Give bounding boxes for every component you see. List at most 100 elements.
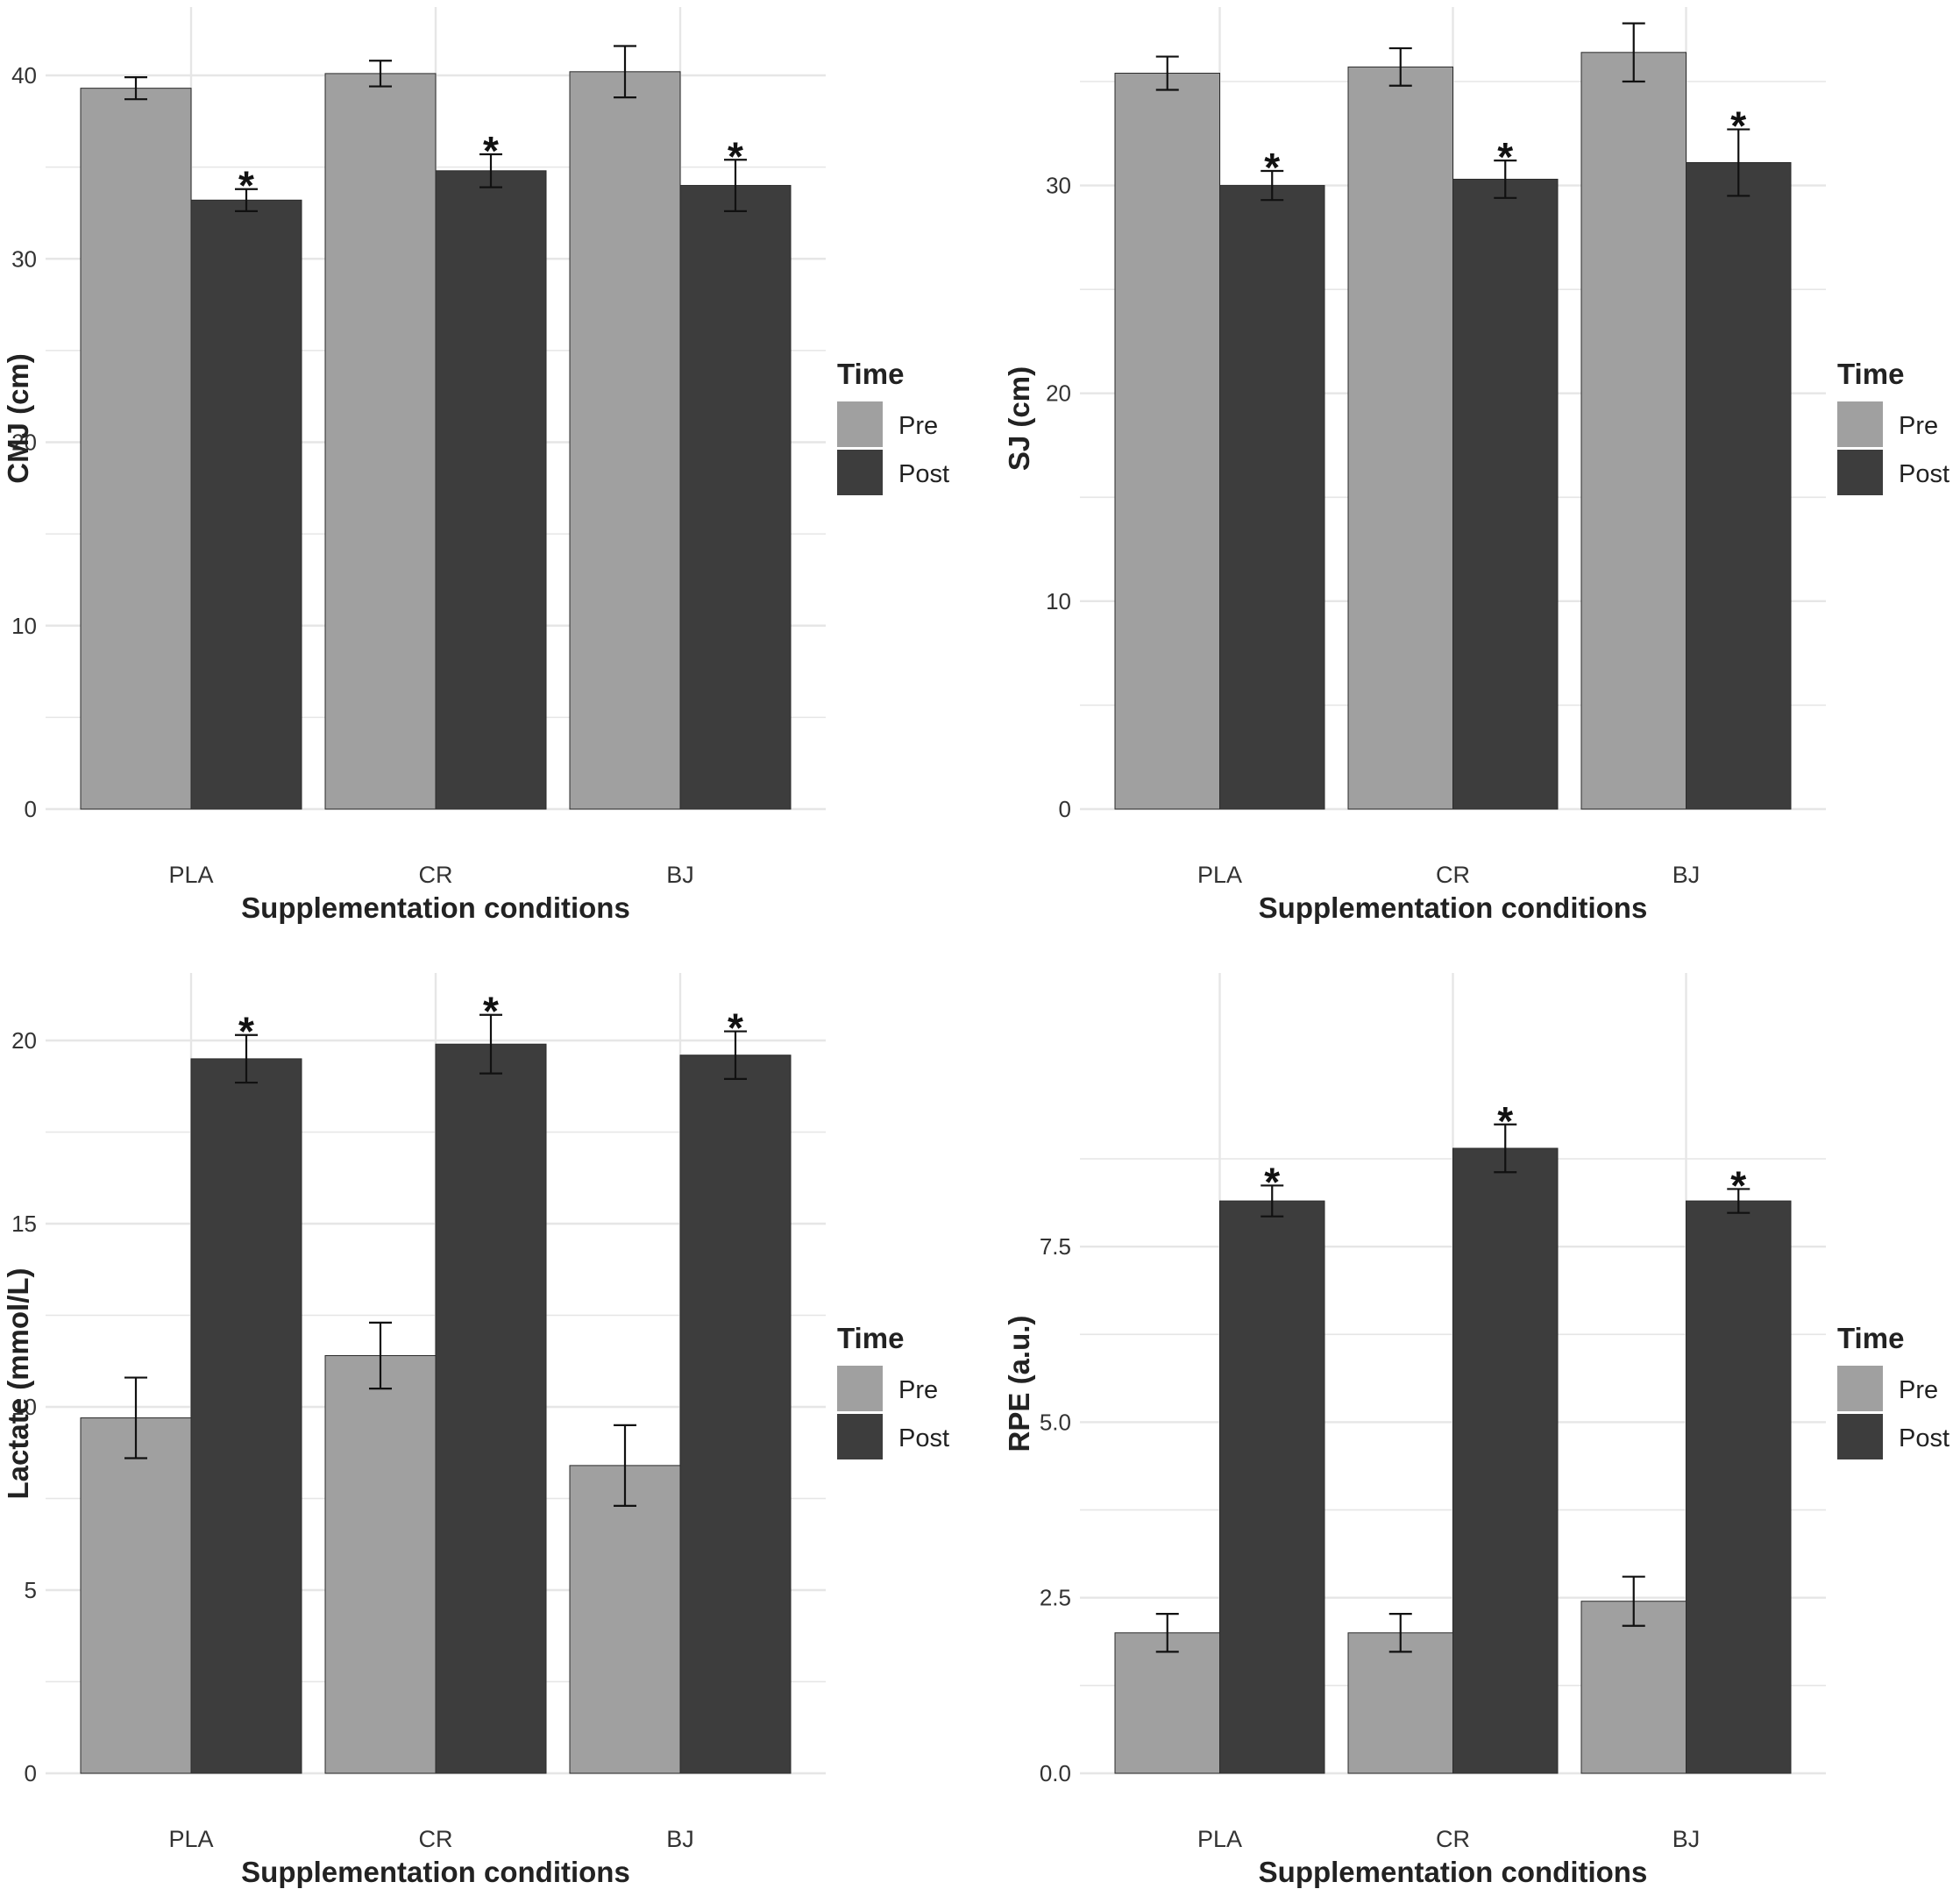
error-bar-post-pla	[1261, 169, 1284, 202]
x-axis-title: Supplementation conditions	[241, 891, 630, 924]
y-tick-label: 20	[11, 1027, 37, 1054]
y-tick-label: 20	[11, 430, 37, 456]
legend-swatch-post	[837, 450, 883, 495]
x-tick-label-cr: CR	[1436, 1826, 1470, 1852]
error-bar-pre-cr	[1388, 1613, 1412, 1653]
y-tick-labels: 0 10 20 30	[1046, 173, 1071, 822]
legend-label-pre: Pre	[898, 412, 938, 440]
y-tick-label: 0	[25, 796, 37, 822]
bars	[80, 71, 792, 810]
error-bar-pre-cr	[1388, 46, 1412, 87]
y-tick-label: 20	[1046, 380, 1071, 407]
bar-post-cr	[1452, 178, 1559, 810]
x-tick-label-bj: BJ	[1672, 1826, 1701, 1852]
y-axis-title: CMJ (cm)	[2, 353, 34, 484]
significance-marker-pla: *	[238, 1009, 254, 1055]
bars	[80, 1043, 792, 1774]
bar-post-bj	[679, 185, 792, 810]
chart-panel-lactate: * * * 0 5 10 15 20 PLA CR BJ Supplementation condit…	[2, 973, 949, 1888]
error-bar-pre-pla	[124, 1376, 147, 1459]
significance-marker-pla: *	[1264, 145, 1280, 190]
error-bar-post-cr	[1494, 160, 1517, 199]
x-tick-label-bj: BJ	[1672, 862, 1701, 888]
x-axis-title: Supplementation conditions	[1259, 891, 1648, 924]
legend-label-post: Post	[898, 460, 949, 488]
chart-panel-sj: * * * 0 10 20 30 PLA CR BJ Supplementation conditi…	[1003, 7, 1949, 924]
legend-label-pre: Pre	[898, 1376, 938, 1404]
x-tick-label-bj: BJ	[666, 1826, 694, 1852]
y-tick-label: 7.5	[1040, 1233, 1071, 1260]
bar-post-cr	[435, 1043, 547, 1774]
y-tick-label: 0	[1059, 796, 1071, 822]
bar-pre-cr	[1347, 1632, 1453, 1774]
legend-swatch-post	[1837, 1414, 1883, 1459]
legend-swatch-pre	[837, 401, 883, 447]
bar-post-bj	[1686, 1200, 1792, 1774]
significance-marker-cr: *	[483, 989, 499, 1034]
error-bar-pre-bj	[614, 45, 636, 99]
error-bar-post-pla	[1261, 1184, 1284, 1218]
error-bar-post-pla	[235, 1033, 258, 1084]
legend-title: Time	[837, 1322, 904, 1354]
bar-pre-pla	[80, 1417, 192, 1774]
legend-title: Time	[837, 358, 904, 390]
y-tick-label: 2.5	[1040, 1585, 1071, 1611]
error-bar-pre-cr	[369, 1321, 392, 1390]
legend-label-post: Post	[1899, 1424, 1949, 1452]
significance-marker-bj: *	[1730, 1162, 1746, 1208]
chart-panel-cmj: * * * 0 10 20 30 40 PLA CR BJ Supplementation condi…	[2, 7, 949, 924]
bar-pre-cr	[324, 1354, 437, 1774]
bars	[1114, 1147, 1792, 1774]
legend: Time Pre Post	[837, 1322, 949, 1459]
y-tick-label: 30	[1046, 173, 1071, 199]
x-tick-label-cr: CR	[419, 862, 453, 888]
significance-marker-cr: *	[483, 128, 499, 174]
y-tick-label: 40	[11, 62, 37, 89]
bar-pre-cr	[1347, 66, 1453, 810]
legend-swatch-pre	[1837, 1366, 1883, 1411]
legend-label-pre: Pre	[1899, 412, 1938, 440]
chart-panel-rpe: * * * 0.0 2.5 5.0 7.5 PLA CR BJ Supplementation co…	[1003, 973, 1949, 1888]
legend-label-post: Post	[898, 1424, 949, 1452]
legend-title: Time	[1837, 358, 1904, 390]
error-bar-post-cr	[479, 153, 502, 188]
significance-marker-bj: *	[1730, 103, 1746, 149]
y-tick-label: 0	[25, 1760, 37, 1786]
y-tick-labels: 0.0 2.5 5.0 7.5	[1040, 1233, 1071, 1786]
legend: Time Pre Post	[1837, 1322, 1949, 1459]
y-tick-labels: 0 10 20 30 40	[11, 62, 37, 822]
x-tick-label-pla: PLA	[1197, 862, 1242, 888]
significance-marker-pla: *	[238, 163, 254, 209]
y-tick-label: 5	[25, 1577, 37, 1603]
error-bar-pre-bj	[1622, 1575, 1645, 1627]
significance-marker-bj: *	[728, 1005, 743, 1051]
annotations: * * *	[1264, 1098, 1746, 1209]
error-bar-pre-cr	[369, 60, 392, 88]
bar-post-pla	[190, 1058, 302, 1774]
bar-pre-cr	[324, 73, 437, 810]
legend-label-post: Post	[1899, 460, 1949, 488]
bar-post-bj	[1686, 161, 1792, 810]
legend-swatch-pre	[1837, 401, 1883, 447]
error-bar-pre-pla	[1155, 55, 1179, 91]
error-bar-pre-pla	[124, 75, 147, 101]
y-tick-label: 30	[11, 245, 37, 272]
significance-marker-cr: *	[1497, 1098, 1513, 1144]
legend: Time Pre Post	[1837, 358, 1949, 495]
y-tick-label: 10	[11, 1394, 37, 1420]
x-tick-labels: PLA CR BJ	[168, 1826, 693, 1852]
error-bar-post-bj	[724, 1030, 747, 1080]
annotations: * * *	[238, 128, 743, 209]
x-tick-labels: PLA CR BJ	[1197, 1826, 1700, 1852]
y-axis-title: Lactate (mmol/L)	[2, 1268, 34, 1499]
bar-post-pla	[1219, 1200, 1325, 1774]
bar-pre-bj	[1580, 1601, 1687, 1774]
x-tick-label-pla: PLA	[1197, 1826, 1242, 1852]
significance-marker-pla: *	[1264, 1159, 1280, 1204]
error-bar-post-pla	[235, 188, 258, 212]
error-bars	[1155, 22, 1751, 202]
error-bar-pre-bj	[1622, 22, 1645, 83]
bar-pre-pla	[1114, 73, 1220, 810]
legend-swatch-post	[1837, 450, 1883, 495]
